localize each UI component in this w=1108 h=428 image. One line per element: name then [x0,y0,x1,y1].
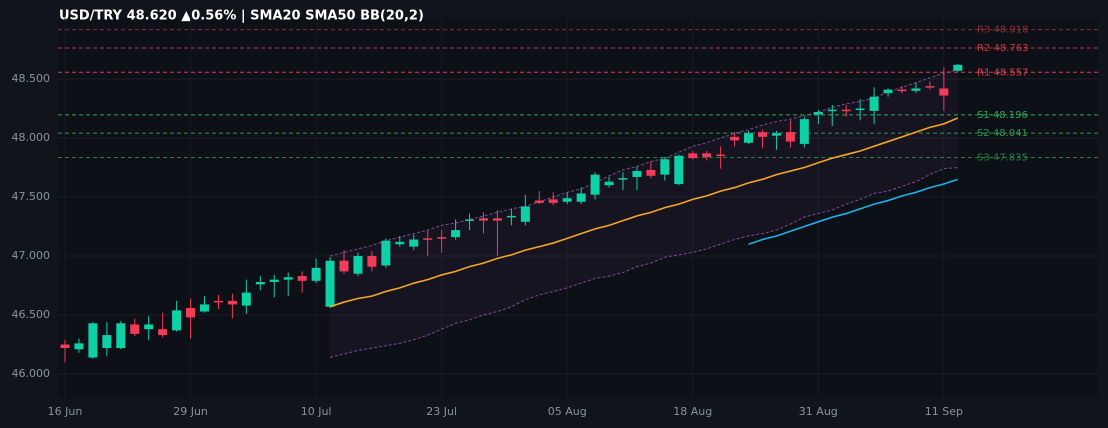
candle-body [74,343,84,350]
candle-body [227,300,237,305]
pivot-label: S1 48.196 [977,110,1028,121]
x-tick-label: 29 Jun [173,405,208,418]
candle-body [144,324,154,330]
pivot-label: S2 48.041 [977,128,1028,139]
pivot-label: S3 47.835 [977,152,1028,163]
candle-body [925,86,935,88]
candle-body [269,279,279,282]
candle-body [311,267,321,281]
candle-body [465,219,475,221]
y-tick-label: 47.500 [12,190,51,203]
candle-body [841,109,851,112]
candle-body [88,323,98,358]
candle-body [618,178,628,180]
candle-body [632,171,642,177]
candle-body [785,132,795,142]
candle-body [827,109,837,112]
candle-body [60,344,70,349]
pivot-label: R3 48.918 [977,25,1028,36]
candle-body [548,199,558,203]
candle-body [130,324,140,334]
candle-body [395,241,405,245]
candle-body [730,136,740,141]
candle-body [102,335,112,349]
candle-body [409,239,419,247]
candle-body [297,276,307,281]
chart-title: USD/TRY 48.620 ▲0.56% | SMA20 SMA50 BB(2… [59,9,424,24]
candle-body [325,260,335,307]
candle-body [520,206,530,222]
candle-body [604,181,614,186]
candle-body [813,112,823,115]
candle-body [758,132,767,137]
candle-body [562,198,572,202]
candle-body [576,193,586,202]
y-tick-label: 48.500 [12,72,51,85]
x-tick-label: 16 Jun [48,405,83,418]
ma-line [329,117,959,308]
candle-body [492,218,502,221]
pivot-label: R1 48.557 [977,67,1028,78]
candle-body [283,277,293,280]
candle-body [883,89,893,94]
candle-body [534,200,544,203]
candle-body [869,96,879,111]
candle-body [506,215,516,218]
candle-body [799,119,809,144]
candle-body [660,159,670,175]
x-tick-label: 31 Aug [799,405,838,418]
pivot-label: R2 48.763 [977,43,1028,54]
candle-body [339,260,349,272]
candle-body [353,256,363,274]
candle-body [479,218,488,221]
candle-body [158,329,168,336]
candle-body [172,310,182,331]
candle-body [367,256,377,267]
candle-body [646,169,656,176]
y-tick-label: 46.000 [12,367,51,380]
candle-body [744,133,754,143]
candle-body [241,292,251,306]
candle-body [381,240,391,266]
candle-body [213,300,223,303]
band-lower [329,167,958,359]
candle-body [590,174,600,195]
candle-body [855,108,865,111]
candle-body [911,88,921,91]
band-upper [329,69,958,257]
candle-body [771,133,781,136]
y-tick-label: 47.000 [12,249,51,262]
candle-body [200,304,209,312]
candle-body [939,88,949,96]
candle-body [897,89,907,92]
candle-body [116,323,126,349]
x-tick-label: 05 Aug [548,405,587,418]
x-tick-label: 23 Jul [426,405,457,418]
candle-body [186,307,196,318]
candle-body [702,153,712,157]
y-tick-label: 48.000 [12,131,51,144]
candle-body [423,238,433,240]
x-tick-label: 11 Sep [925,405,963,418]
candle-body [255,281,265,285]
candle-body [953,64,963,71]
y-tick-label: 46.500 [12,308,51,321]
ma-line [748,178,959,245]
plot-area [58,18,1098,398]
candle-body [716,154,726,157]
candle-body [451,230,461,238]
x-tick-label: 18 Aug [673,405,712,418]
candle-body [674,155,684,185]
candle-body [437,237,447,239]
candle-body [688,153,698,159]
x-tick-label: 10 Jul [301,405,332,418]
